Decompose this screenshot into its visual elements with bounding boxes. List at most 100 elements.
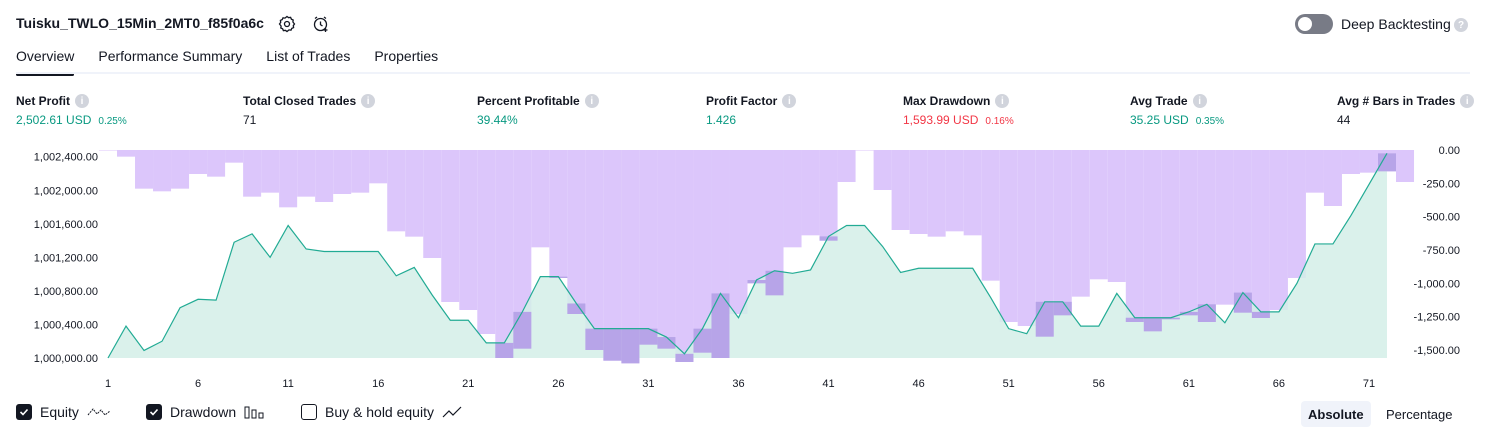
drawdown-bar — [1215, 150, 1234, 305]
drawdown-bar — [945, 150, 964, 232]
right-axis-tick-label: -1,250.00 — [1414, 312, 1460, 324]
deep-backtesting-label: Deep Backtesting — [1341, 16, 1451, 32]
drawdown-overlap — [603, 328, 622, 361]
drawdown-bar — [1269, 150, 1288, 310]
drawdown-overlap — [639, 328, 658, 345]
info-icon[interactable]: i — [75, 94, 89, 108]
drawdown-bar — [1071, 150, 1090, 297]
drawdown-bar — [1179, 150, 1198, 316]
left-axis-tick-label: 1,001,200.00 — [34, 252, 98, 264]
drawdown-bar — [1341, 150, 1360, 174]
drawdown-bar — [1125, 150, 1144, 322]
drawdown-bar — [639, 150, 658, 345]
drawdown-bar — [423, 150, 442, 258]
equity-area — [108, 153, 1387, 358]
settings-gear-icon[interactable] — [277, 14, 297, 34]
drawdown-overlap — [1035, 301, 1054, 337]
drawdown-bar — [495, 150, 514, 358]
drawdown-bar — [927, 150, 946, 237]
right-axis-tick-label: -250.00 — [1423, 178, 1460, 190]
drawdown-bar — [351, 150, 370, 193]
drawdown-bar — [765, 150, 784, 296]
drawdown-overlap — [765, 270, 784, 296]
equity-drawdown-chart[interactable]: 1,002,400.00 1,002,000.00 1,001,600.00 1,00… — [0, 140, 1486, 396]
info-icon[interactable]: i — [1460, 94, 1475, 108]
metric-value: 1.426 — [706, 113, 737, 127]
drawdown-bar — [171, 150, 190, 189]
buy-hold-checkbox[interactable] — [301, 404, 317, 420]
percentage-button[interactable]: Percentage — [1386, 406, 1453, 422]
drawdown-bar — [603, 150, 622, 361]
legend-drawdown[interactable]: Drawdown — [146, 404, 266, 420]
drawdown-bar — [567, 150, 586, 314]
drawdown-bar — [117, 150, 136, 157]
drawdown-bar — [531, 150, 550, 248]
x-axis-tick-label: 61 — [1183, 378, 1195, 390]
info-icon[interactable]: i — [782, 94, 797, 108]
tab-divider — [16, 72, 1470, 74]
x-axis-tick-label: 56 — [1093, 378, 1105, 390]
tab-overview[interactable]: Overview — [16, 48, 75, 76]
drawdown-bar — [333, 150, 352, 194]
info-icon[interactable]: i — [995, 94, 1010, 108]
drawdown-bar — [477, 150, 496, 334]
drawdown-overlap — [1161, 317, 1180, 320]
drawdown-bar — [153, 150, 172, 192]
x-axis-tick-label: 51 — [1003, 378, 1015, 390]
drawdown-checkbox[interactable] — [146, 404, 162, 420]
drawdown-overlap — [513, 311, 532, 349]
drawdown-overlap — [585, 328, 604, 350]
tab-properties[interactable]: Properties — [374, 48, 439, 64]
info-icon[interactable]: i — [1192, 94, 1207, 108]
drawdown-bar — [459, 150, 478, 310]
drawdown-bar — [1396, 150, 1415, 182]
right-axis-tick-label: -750.00 — [1423, 245, 1460, 257]
drawdown-bar — [387, 150, 406, 232]
drawdown-bar — [837, 150, 856, 182]
metric-avg-trade: Avg Trade i 35.25 USD 0.35% — [1130, 94, 1224, 127]
deep-backtesting-help-icon[interactable]: ? — [1454, 18, 1468, 32]
left-axis-tick-label: 1,000,800.00 — [34, 286, 98, 298]
drawdown-overlap — [1143, 317, 1162, 332]
x-axis-tick-label: 26 — [552, 378, 564, 390]
left-axis-tick-label: 1,000,400.00 — [34, 319, 98, 331]
metric-value: 39.44% — [477, 113, 518, 127]
add-alert-clock-icon[interactable] — [311, 14, 331, 34]
metric-avg-bars-in-trades: Avg # Bars in Trades i 44 — [1337, 94, 1475, 127]
drawdown-bar — [1053, 150, 1072, 316]
info-icon[interactable]: i — [361, 94, 376, 108]
drawdown-bar — [1287, 150, 1306, 278]
absolute-button[interactable]: Absolute — [1301, 401, 1371, 427]
right-axis-tick-label: -500.00 — [1423, 212, 1460, 224]
equity-checkbox[interactable] — [16, 404, 32, 420]
tab-list-of-trades[interactable]: List of Trades — [266, 48, 351, 64]
drawdown-overlap — [495, 342, 514, 358]
legend-equity-label: Equity — [40, 404, 79, 420]
tab-performance-summary[interactable]: Performance Summary — [98, 48, 243, 64]
drawdown-bar — [585, 150, 604, 350]
metric-percent: 0.35% — [1195, 116, 1225, 127]
legend-equity[interactable]: Equity — [16, 404, 111, 420]
metric-value: 35.25 USD — [1130, 113, 1189, 127]
drawdown-bar — [261, 150, 280, 193]
drawdown-overlap — [657, 337, 676, 349]
drawdown-bar — [657, 150, 676, 349]
metric-label: Percent Profitable — [477, 94, 580, 108]
drawdown-bar — [1197, 150, 1216, 322]
drawdown-bar — [693, 150, 712, 353]
left-axis-tick-label: 1,002,400.00 — [34, 152, 98, 164]
drawdown-bar — [98, 150, 117, 151]
drawdown-bar — [909, 150, 928, 234]
left-axis-tick-label: 1,001,600.00 — [34, 219, 98, 231]
drawdown-bar — [279, 150, 298, 208]
x-axis-tick-label: 41 — [822, 378, 834, 390]
drawdown-bar — [207, 150, 226, 177]
drawdown-bar — [1089, 150, 1108, 280]
drawdown-bar — [747, 150, 766, 284]
deep-backtesting-toggle[interactable] — [1295, 14, 1333, 34]
drawdown-bar — [297, 150, 316, 197]
drawdown-bar — [1359, 150, 1378, 173]
info-icon[interactable]: i — [584, 94, 599, 108]
legend-buy-hold[interactable]: Buy & hold equity — [301, 404, 466, 420]
drawdown-overlap — [819, 236, 838, 241]
